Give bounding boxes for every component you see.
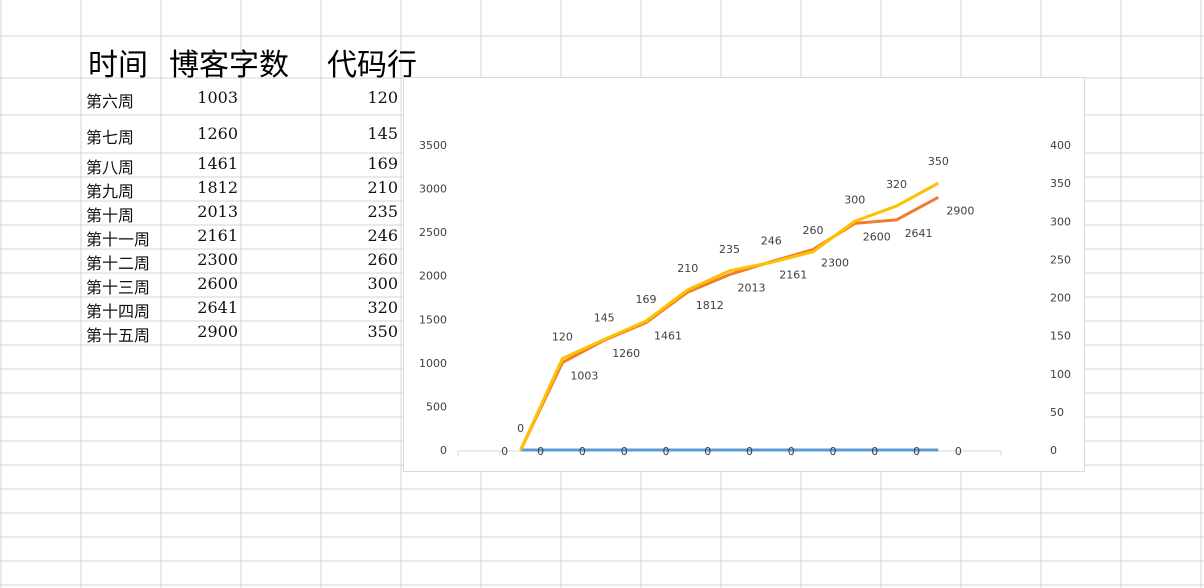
cell-code-lines[interactable]: 350 <box>367 322 398 341</box>
data-label: 0 <box>871 445 878 458</box>
data-label: 2900 <box>946 204 974 217</box>
secondary-axis-tick-label: 50 <box>1050 406 1064 419</box>
data-label: 1461 <box>654 330 682 343</box>
cell-week[interactable]: 第十四周 <box>86 302 151 321</box>
data-label: 2161 <box>779 269 807 282</box>
data-label: 350 <box>928 155 949 168</box>
cell-week[interactable]: 第十周 <box>86 206 135 225</box>
primary-axis-tick-label: 1500 <box>419 313 447 326</box>
cell-blog-words[interactable]: 1461 <box>197 154 238 173</box>
cell-week[interactable]: 第十五周 <box>86 326 151 345</box>
data-label: 0 <box>537 445 544 458</box>
cell-blog-words[interactable]: 2600 <box>197 274 238 293</box>
data-label: 0 <box>704 445 711 458</box>
series-line-2 <box>519 181 940 451</box>
secondary-axis-tick-label: 0 <box>1050 444 1057 457</box>
cell-week[interactable]: 第十二周 <box>86 254 151 273</box>
data-label: 169 <box>635 293 656 306</box>
data-label: 0 <box>830 445 837 458</box>
data-label: 0 <box>746 445 753 458</box>
series-line-1 <box>519 195 940 451</box>
cell-blog-words[interactable]: 1812 <box>197 178 238 197</box>
secondary-axis-tick-label: 400 <box>1050 139 1071 152</box>
cell-blog-words[interactable]: 2013 <box>197 202 238 221</box>
data-label: 300 <box>844 193 865 206</box>
secondary-axis-tick-label: 150 <box>1050 330 1071 343</box>
data-label: 2600 <box>863 230 891 243</box>
primary-axis-tick-label: 3500 <box>419 139 447 152</box>
data-label: 260 <box>803 224 824 237</box>
cell-code-lines[interactable]: 145 <box>367 124 398 143</box>
data-label: 235 <box>719 243 740 256</box>
cell-week[interactable]: 第八周 <box>86 158 135 177</box>
data-label: 1003 <box>570 370 598 383</box>
cell-week[interactable]: 第六周 <box>86 92 135 111</box>
header-blog-words[interactable]: 博客字数 <box>169 48 289 83</box>
data-label: 0 <box>501 445 508 458</box>
data-label: 0 <box>955 445 962 458</box>
cell-week[interactable]: 第七周 <box>86 128 135 147</box>
data-label: 1260 <box>612 347 640 360</box>
cell-blog-words[interactable]: 2900 <box>197 322 238 341</box>
cell-blog-words[interactable]: 2300 <box>197 250 238 269</box>
secondary-axis-tick-label: 100 <box>1050 368 1071 381</box>
cell-blog-words[interactable]: 1260 <box>197 124 238 143</box>
primary-axis-tick-label: 0 <box>440 444 447 457</box>
cell-blog-words[interactable]: 2161 <box>197 226 238 245</box>
secondary-axis-tick-label: 200 <box>1050 292 1071 305</box>
cell-code-lines[interactable]: 120 <box>367 88 398 107</box>
chart-plot: 0500100015002000250030003500050100150200… <box>419 139 1071 458</box>
secondary-axis-tick-label: 300 <box>1050 215 1071 228</box>
secondary-axis-tick-label: 250 <box>1050 253 1071 266</box>
data-label: 2013 <box>738 282 766 295</box>
primary-axis-tick-label: 2500 <box>419 226 447 239</box>
cell-week[interactable]: 第十三周 <box>86 278 151 297</box>
data-label: 120 <box>552 331 573 344</box>
data-label: 210 <box>677 262 698 275</box>
data-label: 0 <box>579 445 586 458</box>
cell-blog-words[interactable]: 2641 <box>197 298 238 317</box>
data-label: 2641 <box>905 227 933 240</box>
data-label: 0 <box>621 445 628 458</box>
primary-axis-tick-label: 2000 <box>419 270 447 283</box>
cell-blog-words[interactable]: 1003 <box>197 88 238 107</box>
header-code-lines[interactable]: 代码行 <box>327 48 417 83</box>
data-label: 0 <box>913 445 920 458</box>
cell-week[interactable]: 第十一周 <box>86 230 151 249</box>
cell-code-lines[interactable]: 246 <box>367 226 398 245</box>
line-chart[interactable]: 0 500 1000 1500 2000 2500 3000 3500 0 50 100 150 200… <box>403 77 1085 472</box>
cell-code-lines[interactable]: 300 <box>367 274 398 293</box>
data-label: 246 <box>761 234 782 247</box>
secondary-axis-tick-label: 350 <box>1050 177 1071 190</box>
cell-code-lines[interactable]: 235 <box>367 202 398 221</box>
data-label: 0 <box>662 445 669 458</box>
primary-axis-tick-label: 1000 <box>419 357 447 370</box>
primary-axis-tick-label: 500 <box>426 400 447 413</box>
cell-code-lines[interactable]: 210 <box>367 178 398 197</box>
data-label: 0 <box>788 445 795 458</box>
cell-code-lines[interactable]: 260 <box>367 250 398 269</box>
data-label: 2300 <box>821 257 849 270</box>
cell-code-lines[interactable]: 320 <box>367 298 398 317</box>
data-label: 320 <box>886 178 907 191</box>
cell-week[interactable]: 第九周 <box>86 182 135 201</box>
primary-axis-tick-label: 3000 <box>419 183 447 196</box>
data-label: 145 <box>594 311 615 324</box>
data-label: 1812 <box>696 299 724 312</box>
cell-code-lines[interactable]: 169 <box>367 154 398 173</box>
header-time[interactable]: 时间 <box>88 48 148 83</box>
data-label: 0 <box>517 422 524 435</box>
